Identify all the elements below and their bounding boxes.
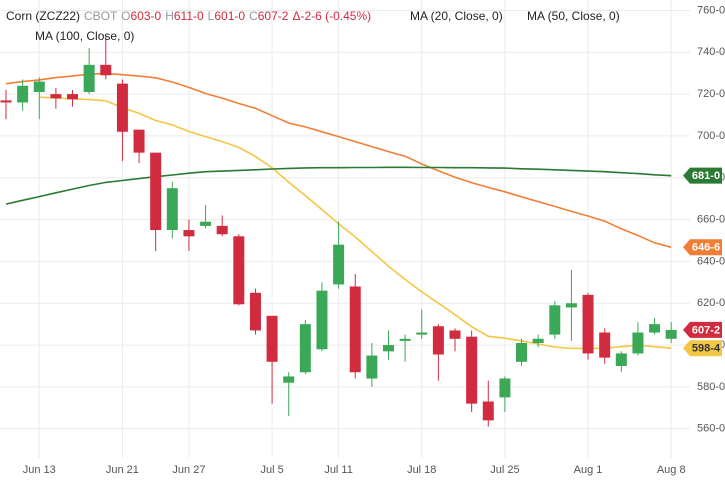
symbol: Corn (ZCZ22) bbox=[6, 9, 80, 23]
candle-body bbox=[649, 324, 661, 333]
candle-body bbox=[482, 401, 494, 421]
ohlc-value: 611-0 bbox=[174, 9, 204, 23]
candle-body bbox=[17, 85, 29, 103]
y-tick-label: 720-0 bbox=[697, 88, 725, 100]
candle-body bbox=[133, 129, 145, 153]
header-line: Corn (ZCZ22) CBOT O603-0 H611-0 L601-0 C607-2… bbox=[6, 9, 371, 23]
price-tag-label: 607-2 bbox=[692, 324, 720, 336]
candle-body bbox=[632, 332, 644, 354]
exchange: CBOT bbox=[84, 9, 118, 23]
candle-body bbox=[366, 355, 378, 379]
ohlc-key: O bbox=[121, 9, 130, 23]
x-tick-label: Jul 18 bbox=[407, 464, 436, 476]
header: Corn (ZCZ22) CBOT O603-0 H611-0 L601-0 C607-2… bbox=[6, 9, 620, 43]
legend-entry: MA (100, Close, 0) bbox=[35, 29, 134, 43]
candle-body bbox=[50, 94, 62, 99]
candle-body bbox=[582, 294, 594, 354]
candle-body bbox=[249, 292, 261, 331]
candle-body bbox=[532, 338, 544, 343]
price-tag-label: 646-6 bbox=[692, 242, 720, 254]
x-tick-label: Aug 8 bbox=[657, 464, 686, 476]
x-tick-label: Aug 1 bbox=[574, 464, 603, 476]
candle-body bbox=[382, 345, 394, 352]
price-tag bbox=[683, 239, 722, 256]
candle-body bbox=[432, 326, 444, 355]
x-tick-label: Jun 13 bbox=[23, 464, 56, 476]
axes: 560-0580-0600-0620-0640-0660-0680-0700-0… bbox=[23, 4, 725, 476]
legend-entry: MA (20, Close, 0) bbox=[410, 9, 503, 23]
candle-body bbox=[67, 94, 79, 100]
candle-body bbox=[33, 81, 45, 93]
x-tick-label: Jul 5 bbox=[260, 464, 283, 476]
ma-line bbox=[5, 166, 672, 205]
candle-body bbox=[183, 230, 195, 237]
candle-body bbox=[316, 290, 328, 350]
price-tag-label: 598-4 bbox=[692, 343, 721, 355]
x-tick-label: Jul 25 bbox=[490, 464, 519, 476]
ohlc-key: L bbox=[208, 9, 215, 23]
candle-body bbox=[283, 376, 295, 383]
y-tick-label: 640-0 bbox=[697, 255, 725, 267]
grid bbox=[0, 0, 690, 458]
candle-body bbox=[150, 152, 162, 231]
ohlc-key: H bbox=[165, 9, 174, 23]
candle-body bbox=[100, 64, 112, 76]
candle-body bbox=[299, 324, 311, 373]
candle-body bbox=[0, 100, 12, 103]
ma-line bbox=[5, 72, 672, 249]
y-tick-label: 700-0 bbox=[697, 130, 725, 142]
candle-body bbox=[416, 332, 428, 335]
candle-body bbox=[166, 188, 178, 231]
y-tick-label: 740-0 bbox=[697, 46, 725, 58]
legend-entry: MA (50, Close, 0) bbox=[527, 9, 620, 23]
y-tick-label: 620-0 bbox=[697, 297, 725, 309]
candle-body bbox=[399, 338, 411, 341]
candle-body bbox=[266, 315, 278, 362]
candle-body bbox=[549, 305, 561, 335]
candle-body bbox=[599, 332, 611, 358]
y-tick-label: 760-0 bbox=[697, 4, 725, 16]
x-tick-label: Jul 11 bbox=[324, 464, 353, 476]
candle-body bbox=[499, 378, 511, 398]
candle-body bbox=[516, 342, 528, 362]
candle-body bbox=[615, 353, 627, 366]
candle-body bbox=[116, 83, 128, 132]
y-tick-label: 560-0 bbox=[697, 423, 725, 435]
x-tick-label: Jun 21 bbox=[106, 464, 139, 476]
candle-body bbox=[349, 286, 361, 373]
candle-body bbox=[200, 221, 212, 226]
change: Δ-2-6 (-0.45%) bbox=[292, 9, 371, 23]
price-tag bbox=[683, 167, 722, 184]
ohlc-value: 601-0 bbox=[214, 9, 245, 23]
x-tick-label: Jun 27 bbox=[172, 464, 205, 476]
price-tag bbox=[683, 340, 722, 357]
price-tag-label: 681-0 bbox=[692, 170, 720, 182]
ohlc-value: 603-0 bbox=[130, 9, 161, 23]
ohlc-value: 607-2 bbox=[258, 9, 289, 23]
ma-line bbox=[39, 96, 672, 350]
candle-body bbox=[565, 303, 577, 308]
candle-body bbox=[216, 225, 228, 235]
candle-body bbox=[233, 236, 245, 305]
candles bbox=[0, 35, 677, 427]
y-tick-label: 580-0 bbox=[697, 381, 725, 393]
candle-body bbox=[333, 244, 345, 285]
candle-body bbox=[449, 330, 461, 339]
candle-body bbox=[665, 329, 677, 339]
ohlc-key: C bbox=[249, 9, 258, 23]
ma-lines bbox=[5, 72, 672, 350]
price-tag bbox=[683, 321, 722, 338]
y-tick-label: 660-0 bbox=[697, 213, 725, 225]
candle-body bbox=[83, 64, 95, 93]
candle-body bbox=[466, 336, 478, 404]
